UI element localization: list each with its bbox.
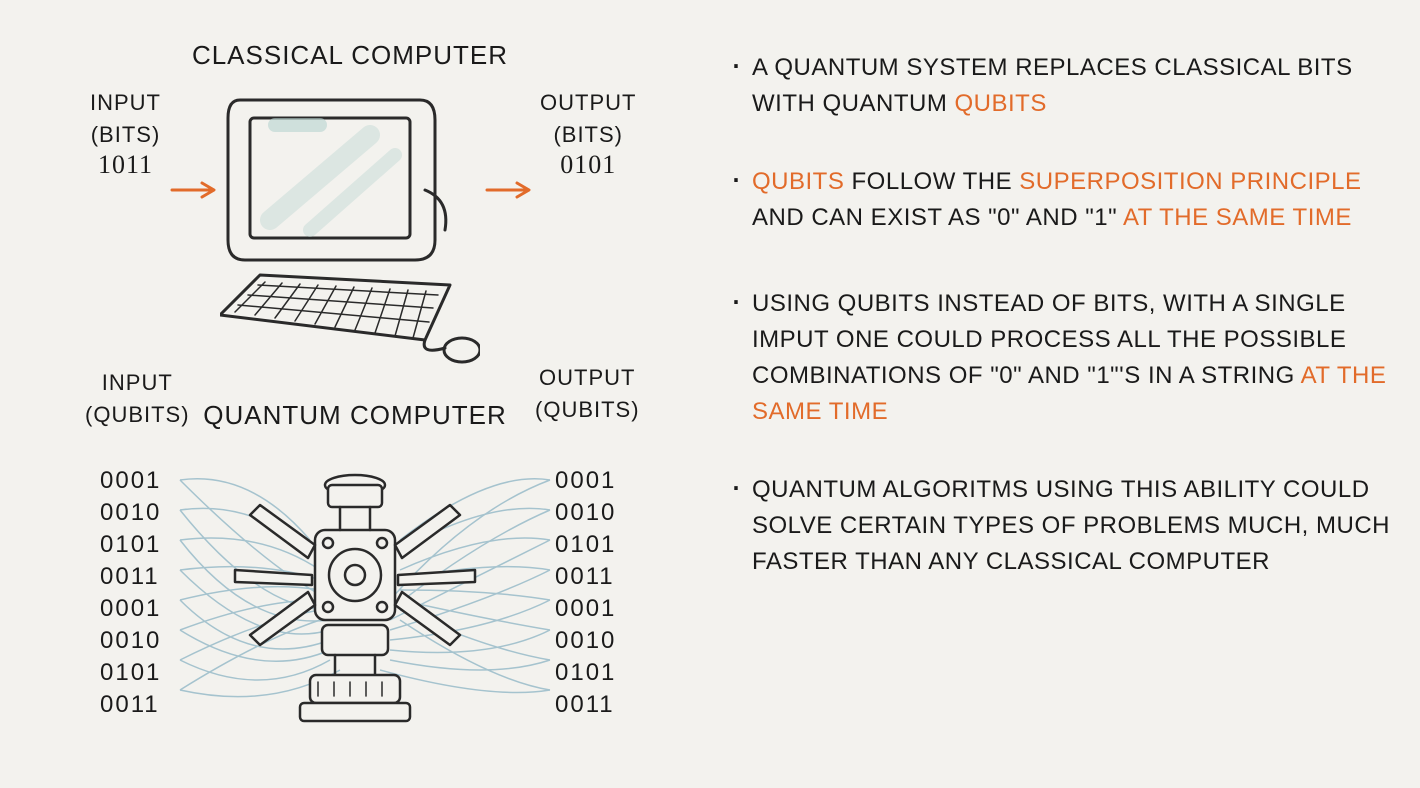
classical-title: CLASSICAL COMPUTER: [190, 40, 510, 71]
bullet-2: QUBITS FOLLOW THE SUPERPOSITION PRINCIPL…: [730, 164, 1390, 236]
list-item: 0010: [100, 497, 161, 529]
text: USING QUBITS INSTEAD OF BITS, WITH A SIN…: [752, 290, 1346, 389]
arrow-in-icon: [170, 180, 220, 200]
q-output-sublabel: (QUBITS): [535, 397, 640, 423]
right-panel: A QUANTUM SYSTEM REPLACES CLASSICAL BITS…: [730, 50, 1390, 750]
output-label: OUTPUT: [540, 90, 636, 115]
classical-input-block: INPUT (BITS) 1011: [90, 90, 161, 180]
arrow-out-icon: [485, 180, 535, 200]
list-item: 0101: [555, 657, 616, 689]
list-item: 0001: [555, 593, 616, 625]
list-item: 0001: [555, 465, 616, 497]
list-item: 0011: [555, 689, 616, 721]
highlight: SUPERPOSITION PRINCIPLE: [1019, 168, 1361, 195]
input-value: 1011: [90, 150, 161, 180]
input-label: INPUT: [90, 90, 161, 115]
q-input-sublabel: (QUBITS): [85, 402, 190, 428]
classical-section: CLASSICAL COMPUTER INPUT (BITS) 1011: [30, 30, 690, 380]
list-item: 0101: [555, 529, 616, 561]
text: FOLLOW THE: [844, 168, 1019, 195]
list-item: 0101: [100, 657, 161, 689]
qubit-input-list: 0001 0010 0101 0011 0001 0010 0101 0011: [100, 465, 161, 721]
qubit-output-list: 0001 0010 0101 0011 0001 0010 0101 0011: [555, 465, 616, 721]
input-sublabel: (BITS): [90, 122, 161, 148]
text: AND CAN EXIST AS "0" AND "1": [752, 204, 1123, 231]
left-panel: CLASSICAL COMPUTER INPUT (BITS) 1011: [30, 30, 690, 760]
text: QUANTUM ALGORITMS USING THIS ABILITY COU…: [752, 476, 1390, 575]
text: A QUANTUM SYSTEM REPLACES CLASSICAL BITS…: [752, 54, 1353, 117]
list-item: 0001: [100, 593, 161, 625]
list-item: 0001: [100, 465, 161, 497]
quantum-section: INPUT (QUBITS) QUANTUM COMPUTER OUTPUT (…: [30, 370, 690, 750]
bullet-4: QUANTUM ALGORITMS USING THIS ABILITY COU…: [730, 472, 1390, 580]
list-item: 0011: [100, 561, 161, 593]
bullet-3: USING QUBITS INSTEAD OF BITS, WITH A SIN…: [730, 286, 1390, 430]
highlight: QUBITS: [752, 168, 844, 195]
list-item: 0010: [555, 625, 616, 657]
classical-computer-icon: [220, 90, 480, 370]
quantum-computer-icon: [200, 430, 510, 750]
quantum-title: QUANTUM COMPUTER: [200, 400, 510, 431]
output-value: 0101: [540, 150, 636, 180]
list-item: 0101: [100, 529, 161, 561]
list-item: 0010: [100, 625, 161, 657]
list-item: 0011: [555, 561, 616, 593]
list-item: 0010: [555, 497, 616, 529]
highlight: AT THE SAME TIME: [1123, 204, 1352, 231]
q-input-label: INPUT: [102, 370, 173, 395]
classical-output-block: OUTPUT (BITS) 0101: [540, 90, 636, 180]
quantum-output-block: OUTPUT (QUBITS): [535, 365, 640, 423]
output-sublabel: (BITS): [540, 122, 636, 148]
bullet-1: A QUANTUM SYSTEM REPLACES CLASSICAL BITS…: [730, 50, 1390, 122]
quantum-input-block: INPUT (QUBITS): [85, 370, 190, 428]
highlight: QUBITS: [954, 90, 1046, 117]
list-item: 0011: [100, 689, 161, 721]
q-output-label: OUTPUT: [539, 365, 635, 390]
